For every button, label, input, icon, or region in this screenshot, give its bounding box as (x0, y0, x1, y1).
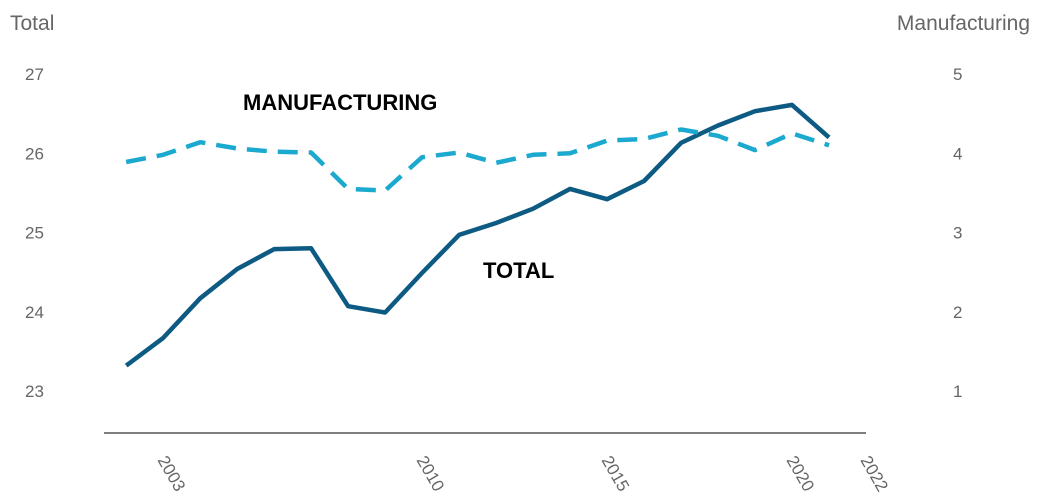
data-point-total (161, 336, 165, 340)
y-left-axis: 27 26 25 24 23 (25, 65, 44, 401)
data-point-manufacturing (494, 161, 498, 165)
data-point-total (346, 304, 350, 308)
y-right-tick-label: 2 (953, 303, 962, 322)
data-point-manufacturing (679, 127, 683, 131)
data-point-manufacturing (568, 151, 572, 155)
data-point-manufacturing (457, 150, 461, 154)
y-left-axis-title: Total (10, 12, 54, 35)
data-point-manufacturing (161, 153, 165, 157)
data-point-manufacturing (605, 138, 609, 142)
y-right-tick-label: 1 (953, 382, 962, 401)
data-point-total (642, 179, 646, 183)
data-point-manufacturing (124, 160, 128, 164)
data-point-total (605, 197, 609, 201)
y-left-tick-label: 24 (25, 303, 44, 322)
series-label-manufacturing: MANUFACTURING (243, 90, 437, 115)
data-point-total (272, 247, 276, 251)
data-point-manufacturing (753, 148, 757, 152)
data-point-manufacturing (383, 188, 387, 192)
series-line-total (124, 102, 831, 368)
data-point-manufacturing (716, 134, 720, 138)
data-point-manufacturing (827, 143, 831, 147)
data-point-total (716, 123, 720, 127)
series-label-total: TOTAL (483, 258, 554, 283)
data-point-total (568, 187, 572, 191)
y-right-tick-label: 3 (953, 224, 962, 243)
series-layer (124, 102, 831, 368)
x-tick-label: 2010 (413, 453, 448, 495)
series-line-manufacturing (125, 127, 830, 193)
data-point-total (309, 246, 313, 250)
data-point-total (235, 267, 239, 271)
data-point-manufacturing (420, 155, 424, 159)
y-left-tick-label: 27 (25, 65, 44, 84)
data-point-total (494, 221, 498, 225)
data-point-total (827, 135, 831, 139)
x-axis: 2003 2010 2015 2020 2022 (154, 453, 892, 495)
data-point-manufacturing (790, 131, 794, 135)
y-left-tick-label: 23 (25, 382, 44, 401)
data-point-manufacturing (309, 150, 313, 154)
x-tick-label: 2003 (154, 453, 189, 495)
y-right-tick-label: 5 (953, 65, 962, 84)
y-right-tick-label: 4 (953, 144, 962, 163)
x-tick-label: 2020 (783, 453, 818, 495)
data-point-manufacturing (198, 140, 202, 144)
data-point-total (198, 296, 202, 300)
data-point-manufacturing (346, 187, 350, 191)
x-tick-label: 2015 (598, 453, 633, 495)
y-left-tick-label: 25 (25, 224, 44, 243)
y-left-tick-label: 26 (25, 144, 44, 163)
data-point-manufacturing (531, 153, 535, 157)
data-point-total (420, 271, 424, 275)
data-point-total (124, 363, 128, 367)
x-tick-label: 2022 (857, 453, 892, 495)
data-point-manufacturing (642, 137, 646, 141)
y-right-axis-title: Manufacturing (897, 12, 1030, 35)
data-point-total (790, 103, 794, 107)
data-point-total (753, 109, 757, 113)
data-point-total (383, 310, 387, 314)
data-point-total (457, 233, 461, 237)
y-right-axis: 5 4 3 2 1 (953, 65, 962, 401)
data-point-total (531, 207, 535, 211)
data-point-manufacturing (235, 146, 239, 150)
data-point-manufacturing (272, 150, 276, 154)
data-point-total (679, 141, 683, 145)
